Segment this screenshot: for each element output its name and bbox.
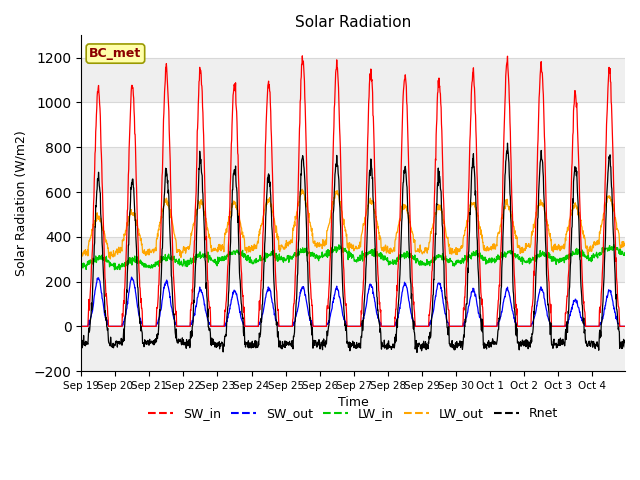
- SW_out: [128, 274, 136, 280]
- Rnet: [339, 293, 347, 299]
- LW_out: [330, 201, 337, 206]
- Rnet: [563, 329, 570, 335]
- Title: Solar Radiation: Solar Radiation: [295, 15, 412, 30]
- Legend: SW_in, SW_out, LW_in, LW_out, Rnet: SW_in, SW_out, LW_in, LW_out, Rnet: [143, 402, 563, 425]
- SW_out: [163, 277, 170, 283]
- SW_out: [622, 324, 630, 329]
- SW_out: [562, 323, 570, 328]
- LW_in: [163, 255, 170, 261]
- LW_out: [77, 253, 85, 259]
- LW_out: [298, 186, 306, 192]
- LW_in: [616, 246, 623, 252]
- Rnet: [504, 140, 511, 146]
- Text: BC_met: BC_met: [90, 47, 141, 60]
- LW_out: [563, 231, 570, 237]
- LW_out: [622, 240, 630, 246]
- LW_in: [483, 257, 490, 263]
- SW_in: [562, 310, 570, 316]
- Line: LW_out: LW_out: [81, 189, 626, 259]
- Line: LW_in: LW_in: [81, 244, 626, 270]
- SW_in: [616, 313, 623, 319]
- Bar: [81, 237, 625, 282]
- Bar: [81, 326, 625, 371]
- Rnet: [163, 166, 170, 172]
- Line: SW_in: SW_in: [81, 56, 626, 326]
- LW_in: [622, 252, 630, 258]
- Bar: [81, 58, 625, 103]
- SW_in: [483, 324, 490, 329]
- LW_out: [616, 242, 623, 248]
- Rnet: [622, 342, 630, 348]
- SW_in: [330, 142, 337, 147]
- Rnet: [413, 349, 421, 355]
- SW_in: [340, 263, 348, 269]
- SW_in: [163, 61, 170, 67]
- Line: SW_out: SW_out: [81, 277, 626, 326]
- LW_in: [340, 246, 348, 252]
- SW_in: [622, 324, 630, 329]
- LW_out: [483, 248, 490, 254]
- SW_out: [340, 314, 348, 320]
- Rnet: [616, 346, 623, 351]
- SW_out: [330, 300, 337, 305]
- Bar: [81, 147, 625, 192]
- Rnet: [483, 344, 490, 349]
- SW_in: [298, 53, 306, 59]
- LW_out: [340, 216, 348, 222]
- LW_in: [562, 257, 570, 263]
- LW_in: [111, 267, 118, 273]
- LW_in: [330, 246, 337, 252]
- Rnet: [77, 336, 85, 342]
- Y-axis label: Solar Radiation (W/m2): Solar Radiation (W/m2): [15, 131, 28, 276]
- Line: Rnet: Rnet: [81, 143, 626, 352]
- SW_in: [77, 324, 85, 329]
- SW_out: [77, 324, 85, 329]
- SW_out: [616, 321, 623, 326]
- LW_out: [163, 196, 170, 202]
- Rnet: [329, 235, 337, 241]
- LW_in: [610, 241, 618, 247]
- LW_in: [77, 261, 85, 267]
- SW_out: [483, 324, 490, 329]
- LW_out: [106, 256, 114, 262]
- X-axis label: Time: Time: [338, 396, 369, 409]
